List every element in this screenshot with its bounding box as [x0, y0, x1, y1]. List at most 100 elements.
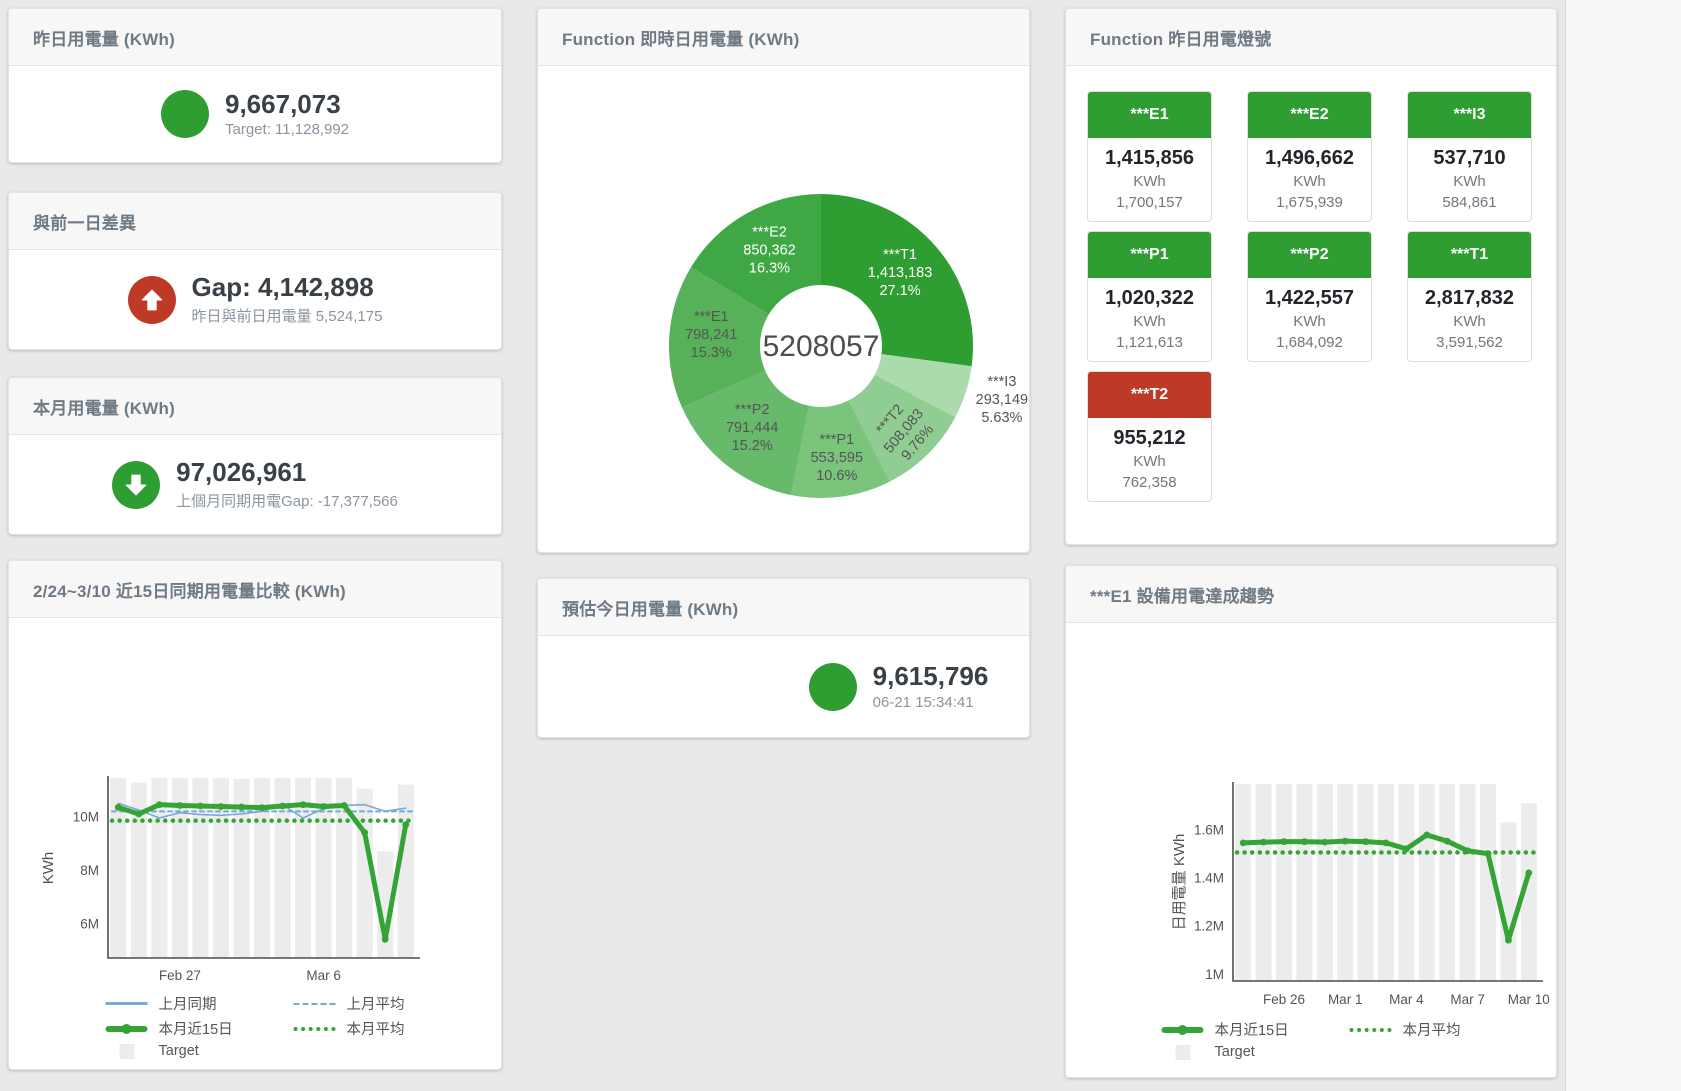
right-column: Function 昨日用電燈號 ***E1 1,415,856 KWh 1,700,1…: [1065, 0, 1557, 1091]
target-bar: [315, 778, 332, 958]
card-estimate-today: 預估今日用電量 (KWh) 9,615,796 06-21 15:34:41: [537, 578, 1030, 738]
legend-label: 本月平均: [1402, 1023, 1461, 1039]
x-tick-label: Mar 10: [1508, 992, 1550, 1007]
legend-label: 上月同期: [158, 997, 217, 1013]
kpi-text: Gap: 4,142,898 昨日與前日用電量 5,524,175: [191, 272, 383, 326]
donut-slice-I3[interactable]: [874, 354, 972, 418]
donut-slice-P2[interactable]: [682, 370, 810, 496]
legend-item-Target[interactable]: Target: [106, 1043, 199, 1059]
series-point: [1239, 839, 1247, 847]
legend-swatch-square-icon: [119, 1043, 135, 1059]
x-tick-label: Feb 26: [1263, 992, 1305, 1007]
lamp-tile-header: ***T2: [1088, 372, 1211, 418]
legend-item-本月平均[interactable]: 本月平均: [1349, 1019, 1461, 1040]
legend-item-本月近15日[interactable]: 本月近15日: [105, 1018, 294, 1039]
y-tick-label: 1M: [1205, 967, 1224, 982]
lamp-tile-value: 1,496,662: [1265, 147, 1354, 169]
lamp-tile-P2[interactable]: ***P2 1,422,557 KWh 1,684,092: [1247, 231, 1372, 362]
left-column: 昨日用電量 (KWh) 9,667,073 Target: 11,128,992…: [8, 0, 502, 1091]
legend-item-Target[interactable]: Target: [1162, 1044, 1255, 1060]
lamp-tile-unit: KWh: [1133, 453, 1166, 470]
lamp-tile-header: ***T1: [1408, 232, 1531, 278]
compare-line-chart: 6M 8M 10M Feb 27 Mar 6 KWh: [40, 776, 420, 983]
series-point: [1362, 838, 1369, 846]
donut-slice-P1[interactable]: [791, 400, 890, 498]
x-tick-label: Mar 6: [306, 968, 341, 983]
y-axis-title: 日用電量 KWh: [1171, 834, 1188, 931]
lamp-tile-header: ***P2: [1248, 232, 1371, 278]
lamp-tile-value: 2,817,832: [1425, 287, 1514, 309]
lamp-tile-value: 955,212: [1113, 427, 1186, 449]
card-header: 與前一日差異: [9, 193, 501, 250]
legend-swatch-line-icon: [105, 1002, 148, 1005]
target-bar: [274, 778, 291, 958]
donut-slice-T2[interactable]: [848, 374, 956, 482]
lamp-tile-target: 762,358: [1122, 474, 1177, 491]
kpi-yesterday: 9,667,073 Target: 11,128,992: [9, 66, 501, 162]
y-tick-label: 6M: [80, 916, 99, 931]
legend-swatch-thick-icon: [105, 1023, 148, 1034]
target-bar: [1480, 784, 1496, 981]
kpi-value: 9,615,796: [872, 661, 989, 692]
lamp-tile-value: 1,020,322: [1105, 287, 1194, 309]
lamp-tile-I3[interactable]: ***I3 537,710 KWh 584,861: [1407, 91, 1532, 222]
card-title: Function 即時日用電量 (KWh): [562, 29, 800, 49]
kpi-value: Gap: 4,142,898: [191, 272, 374, 303]
card-e1-trend-chart: ***E1 設備用電達成趨勢 1M 1.2M 1.4M 1.6M Feb 26 Mar 1…: [1065, 565, 1557, 1078]
arrow-down-circle-icon: [112, 460, 161, 509]
card-day-gap: 與前一日差異 Gap: 4,142,898 昨日與前日用電量 5,524,175: [8, 192, 502, 350]
x-tick-label: Feb 27: [159, 968, 201, 983]
target-bar: [1296, 784, 1313, 981]
target-bar: [1459, 784, 1476, 981]
lamp-tile-T2[interactable]: ***T2 955,212 KWh 762,358: [1087, 371, 1212, 502]
target-bar: [1398, 784, 1415, 981]
target-bar: [1500, 822, 1517, 981]
target-bar: [397, 784, 414, 958]
kpi-text: 9,667,073 Target: 11,128,992: [225, 89, 349, 139]
lamp-tile-target: 3,591,562: [1436, 334, 1503, 351]
y-tick-label: 1.4M: [1194, 871, 1224, 886]
middle-column: Function 即時日用電量 (KWh) ***T1 1,413,183 27.1…: [537, 0, 1030, 1091]
series-point: [1321, 838, 1329, 846]
series-point: [155, 801, 163, 809]
card-header: 昨日用電量 (KWh): [9, 9, 501, 66]
card-title: Function 昨日用電燈號: [1090, 29, 1272, 49]
donut-slice-E1[interactable]: [669, 267, 769, 408]
donut-slice-T1[interactable]: [821, 194, 973, 367]
target-bar: [1235, 784, 1252, 981]
arrow-down-icon: [125, 474, 147, 495]
chart-axes: [1232, 782, 1543, 982]
lamp-tile-T1[interactable]: ***T1 2,817,832 KWh 3,591,562: [1407, 231, 1532, 362]
card-title: 昨日用電量 (KWh): [33, 29, 175, 49]
lamp-tile-P1[interactable]: ***P1 1,020,322 KWh 1,121,613: [1087, 231, 1212, 362]
target-bar: [233, 778, 250, 958]
lamp-tile-unit: KWh: [1453, 173, 1486, 190]
lamp-tile-E1[interactable]: ***E1 1,415,856 KWh 1,700,157: [1087, 91, 1212, 222]
card-body: 9,667,073 Target: 11,128,992: [9, 66, 501, 162]
status-circle-icon: [808, 662, 857, 711]
lamp-tile-unit: KWh: [1133, 313, 1166, 330]
legend-marker-dot: [121, 1023, 132, 1034]
lamp-tile-header: ***E1: [1088, 92, 1211, 138]
y-tick-label: 1.2M: [1194, 919, 1224, 934]
legend-item-上月平均[interactable]: 上月平均: [293, 993, 405, 1014]
legend-item-本月平均[interactable]: 本月平均: [293, 1018, 405, 1039]
legend-item-上月同期[interactable]: 上月同期: [105, 993, 294, 1014]
kpi-timestamp: 06-21 15:34:41: [872, 693, 974, 711]
kpi-value: 97,026,961: [176, 457, 307, 488]
donut-slice-E2[interactable]: [691, 194, 821, 315]
series-point: [1382, 839, 1390, 847]
card-title: 預估今日用電量 (KWh): [562, 599, 739, 619]
series-point: [114, 803, 122, 811]
series-point: [340, 802, 348, 809]
lamp-tile-target: 1,700,157: [1116, 194, 1183, 211]
series-point: [1525, 869, 1533, 877]
legend-item-本月近15日[interactable]: 本月近15日: [1161, 1019, 1350, 1040]
series-point: [1443, 837, 1451, 845]
card-header: 2/24~3/10 近15日同期用電量比較 (KWh): [9, 561, 501, 618]
y-tick-label: 1.6M: [1194, 823, 1224, 838]
lamp-tile-E2[interactable]: ***E2 1,496,662 KWh 1,675,939: [1247, 91, 1372, 222]
legend-label: 本月平均: [346, 1022, 405, 1038]
lamp-tile-unit: KWh: [1453, 313, 1486, 330]
lamp-tile-value: 1,415,856: [1105, 147, 1194, 169]
